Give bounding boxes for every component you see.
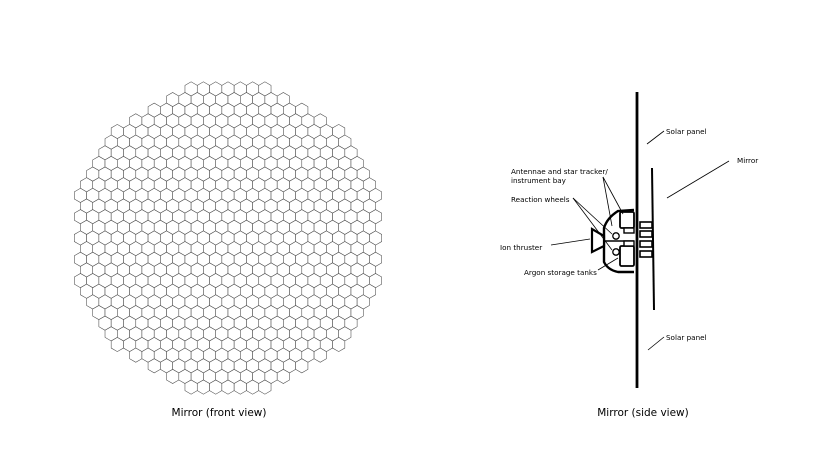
- argon-storage-tank: [619, 245, 635, 267]
- label-antennae-line1: Antennae and star tracker/: [511, 167, 608, 176]
- ion-thruster: [590, 227, 606, 254]
- mirror-segment: [332, 337, 346, 352]
- spacecraft-side-view: [590, 92, 655, 388]
- label-antennae-line2: instrument bay: [511, 176, 567, 185]
- instrument-bay: [619, 211, 635, 229]
- label-solar-panel-bottom: Solar panel: [666, 333, 707, 342]
- reaction-wheel-lower: [612, 248, 620, 256]
- mirror-segment: [258, 379, 272, 395]
- mirror-segment: [295, 358, 309, 374]
- mirror-line: [651, 167, 655, 311]
- mirror-segment: [276, 369, 290, 384]
- label-reaction-wheels: Reaction wheels: [511, 195, 570, 204]
- label-mirror: Mirror: [737, 156, 758, 165]
- reaction-wheel-upper: [612, 232, 620, 240]
- label-ion-thruster: Ion thruster: [500, 243, 542, 252]
- leader-lines: [550, 130, 730, 351]
- label-solar-panel-top: Solar panel: [666, 127, 707, 136]
- caption-side-view: Mirror (side view): [597, 407, 689, 419]
- mirror-mount-struts: [639, 221, 653, 258]
- caption-front-view: Mirror (front view): [172, 407, 267, 419]
- label-argon-tanks: Argon storage tanks: [524, 268, 597, 277]
- mirror-segment: [313, 347, 327, 363]
- segmented-mirror-front-view: [74, 81, 382, 395]
